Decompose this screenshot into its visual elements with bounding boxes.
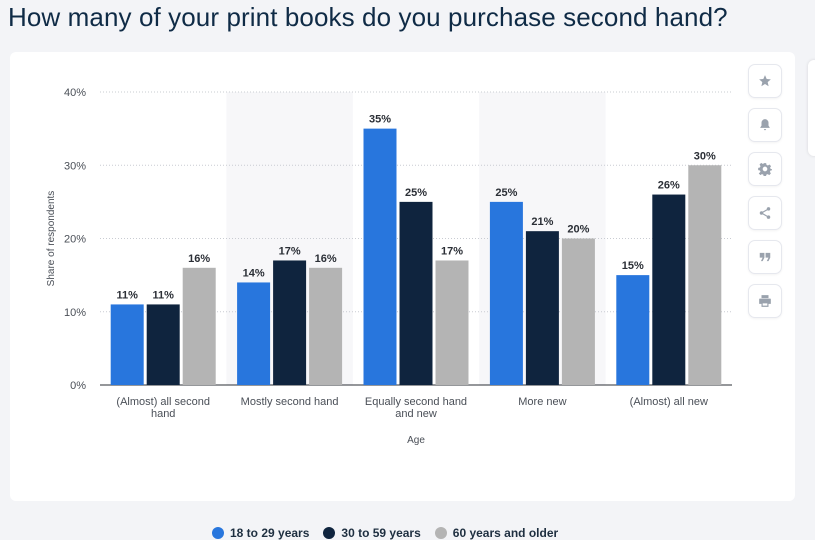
legend-swatch — [212, 527, 224, 539]
data-label: 25% — [405, 187, 427, 199]
bar — [489, 201, 523, 385]
legend-label: 30 to 59 years — [341, 526, 421, 540]
bar — [363, 128, 397, 385]
bar — [237, 282, 271, 385]
bell-icon — [758, 118, 772, 132]
page-title: How many of your print books do you purc… — [8, 2, 728, 32]
data-label: 14% — [243, 267, 265, 279]
data-label: 17% — [441, 245, 463, 257]
print-icon — [758, 294, 772, 308]
side-panel-edge — [808, 60, 815, 156]
data-label: 21% — [531, 216, 553, 228]
legend-swatch — [434, 527, 447, 539]
y-axis-title: Share of respondents — [46, 191, 57, 287]
legend-item-30-59[interactable]: 30 to 59 years — [323, 526, 421, 540]
data-label: 20% — [567, 224, 589, 236]
legend-label: 60 years and older — [452, 526, 559, 540]
data-label: 30% — [694, 150, 716, 162]
bar — [182, 267, 216, 385]
notification-button[interactable] — [748, 108, 782, 142]
data-label: 15% — [622, 260, 644, 272]
legend-swatch — [323, 527, 336, 539]
settings-button[interactable] — [748, 152, 782, 186]
bar-chart: 0% 10% 20% 30% 40% 11% 11% 16% (Almost) all seco… — [46, 87, 732, 446]
x-tick-label: (Almost) all second — [116, 396, 210, 408]
star-icon — [758, 74, 772, 88]
bar — [525, 231, 559, 385]
bar — [435, 260, 469, 385]
x-axis-title: Age — [407, 435, 425, 446]
x-tick-label: hand — [151, 408, 175, 420]
bar — [309, 267, 343, 385]
bar — [110, 304, 144, 385]
y-tick-label: 10% — [64, 307, 86, 319]
data-label: 17% — [279, 245, 301, 257]
bar — [616, 275, 650, 385]
x-tick-label: (Almost) all new — [630, 396, 708, 408]
data-label: 11% — [152, 289, 174, 301]
data-label: 16% — [315, 253, 337, 265]
x-tick-label: and new — [395, 408, 437, 420]
data-label: 11% — [116, 289, 138, 301]
bar — [688, 165, 722, 385]
x-tick-label: Equally second hand — [365, 396, 467, 408]
data-label: 26% — [658, 180, 680, 192]
legend-item-18-29[interactable]: 18 to 29 years — [212, 526, 309, 540]
bar — [146, 304, 180, 385]
y-tick-label: 40% — [64, 87, 86, 99]
y-tick-label: 0% — [70, 380, 86, 392]
share-icon — [758, 206, 772, 220]
data-label: 35% — [369, 114, 391, 126]
bar — [399, 201, 433, 385]
data-label: 25% — [495, 187, 517, 199]
share-button[interactable] — [748, 196, 782, 230]
x-tick-label: More new — [518, 396, 566, 408]
y-tick-label: 30% — [64, 160, 86, 172]
legend-label: 18 to 29 years — [230, 526, 310, 540]
y-tick-label: 20% — [64, 234, 86, 246]
cite-button[interactable] — [748, 240, 782, 274]
quote-icon — [758, 250, 772, 264]
print-button[interactable] — [748, 284, 782, 318]
chart-card: 0% 10% 20% 30% 40% 11% 11% 16% (Almost) all seco… — [10, 52, 795, 540]
bar — [652, 194, 686, 385]
bar — [561, 238, 595, 385]
x-tick-label: Mostly second hand — [241, 396, 339, 408]
data-label: 16% — [188, 253, 210, 265]
favorite-button[interactable] — [748, 64, 782, 98]
chart-toolbar — [748, 64, 782, 328]
chart-legend: 18 to 29 years 30 to 59 years 60 years a… — [212, 526, 558, 540]
gear-icon — [758, 162, 772, 176]
bar — [273, 260, 307, 385]
legend-item-60-plus[interactable]: 60 years and older — [434, 526, 559, 540]
